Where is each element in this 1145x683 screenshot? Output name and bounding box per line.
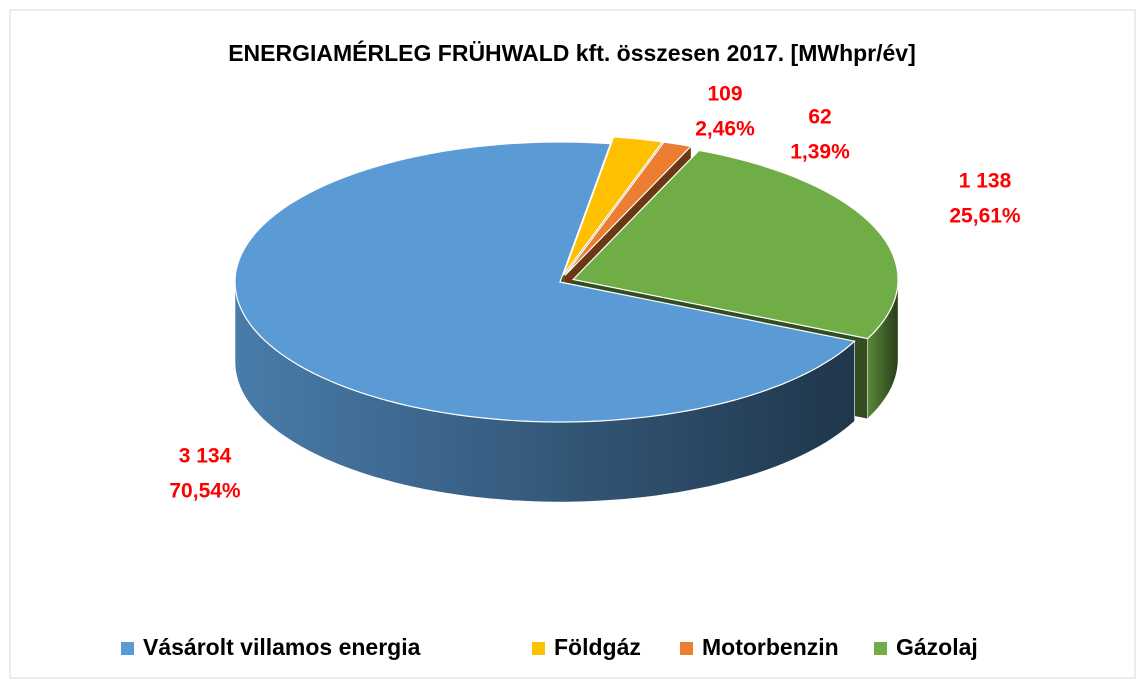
legend-label: Motorbenzin: [702, 634, 839, 660]
legend-swatch: [680, 642, 693, 655]
legend: Vásárolt villamos energia Földgáz Motorben…: [121, 634, 978, 660]
percent-label: 25,61%: [949, 205, 1021, 228]
percent-label: 70,54%: [169, 480, 241, 503]
legend-label: Vásárolt villamos energia: [143, 634, 421, 660]
legend-swatch: [874, 642, 887, 655]
slice: [571, 149, 899, 340]
legend-label: Földgáz: [554, 634, 641, 660]
data-label: 1 138: [959, 170, 1012, 193]
slice: [562, 136, 664, 276]
slice: [234, 141, 856, 423]
legend-label: Gázolaj: [896, 634, 978, 660]
chart-title: ENERGIAMÉRLEG FRÜHWALD kft. összesen 201…: [228, 39, 916, 66]
slice: [564, 141, 693, 276]
data-label: 109: [707, 83, 742, 106]
legend-swatch: [532, 642, 545, 655]
data-label: 3 134: [179, 445, 232, 468]
pie: 3 134 70,54% 109 2,46% 62 1,39% 1 138 25,61%: [169, 83, 1021, 503]
legend-swatch: [121, 642, 134, 655]
data-label: 62: [808, 106, 831, 129]
percent-label: 1,39%: [790, 141, 850, 164]
percent-label: 2,46%: [695, 118, 755, 141]
